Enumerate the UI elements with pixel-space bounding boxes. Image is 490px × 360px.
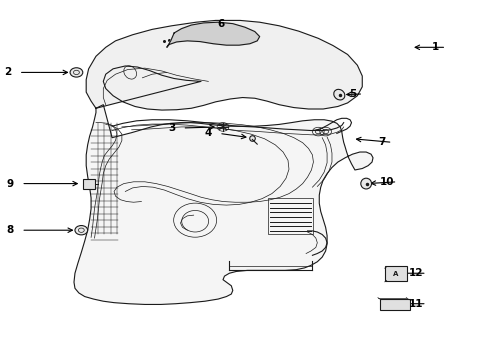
Text: 9: 9 bbox=[7, 179, 14, 189]
FancyBboxPatch shape bbox=[385, 266, 407, 282]
Text: 1: 1 bbox=[432, 42, 439, 52]
Text: 5: 5 bbox=[349, 89, 356, 99]
FancyBboxPatch shape bbox=[83, 179, 96, 189]
Text: 10: 10 bbox=[379, 177, 394, 187]
Text: 4: 4 bbox=[205, 129, 212, 138]
Text: 8: 8 bbox=[7, 225, 14, 235]
Text: 11: 11 bbox=[409, 299, 423, 309]
Text: A: A bbox=[393, 271, 399, 276]
FancyBboxPatch shape bbox=[380, 299, 410, 310]
Text: 6: 6 bbox=[217, 19, 224, 29]
Text: 2: 2 bbox=[4, 67, 12, 77]
Polygon shape bbox=[74, 105, 373, 305]
Text: 3: 3 bbox=[168, 123, 175, 133]
Circle shape bbox=[70, 68, 83, 77]
Ellipse shape bbox=[361, 178, 371, 189]
Polygon shape bbox=[167, 22, 260, 47]
Ellipse shape bbox=[334, 89, 345, 100]
Text: 12: 12 bbox=[409, 268, 423, 278]
Bar bbox=[269, 198, 314, 234]
Circle shape bbox=[75, 226, 88, 235]
Text: 7: 7 bbox=[378, 138, 386, 147]
Polygon shape bbox=[86, 21, 362, 110]
